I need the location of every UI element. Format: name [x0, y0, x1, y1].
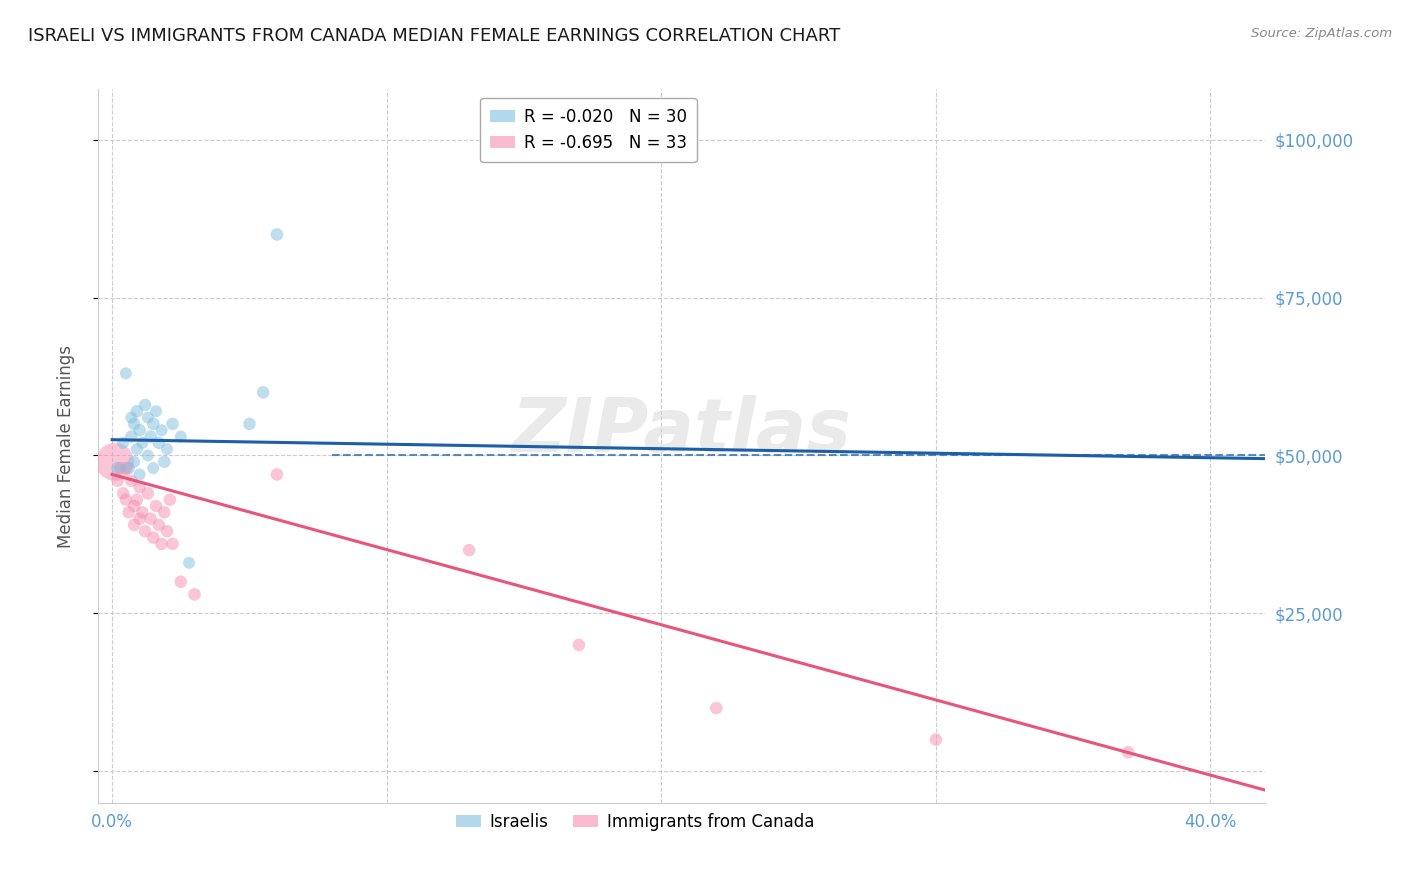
Point — [122, 455, 145, 469]
Point — [162, 417, 184, 431]
Point — [142, 531, 165, 545]
Text: ZIPatlas: ZIPatlas — [512, 395, 852, 468]
Point — [131, 435, 153, 450]
Point — [148, 435, 170, 450]
Point — [139, 511, 162, 525]
Point — [252, 385, 274, 400]
Point — [568, 638, 591, 652]
Point — [128, 467, 150, 482]
Point — [122, 517, 145, 532]
Point — [110, 461, 132, 475]
Point — [170, 574, 193, 589]
Point — [115, 461, 138, 475]
Point — [238, 417, 260, 431]
Point — [128, 511, 150, 525]
Text: Source: ZipAtlas.com: Source: ZipAtlas.com — [1251, 27, 1392, 40]
Point — [120, 474, 142, 488]
Point — [145, 499, 167, 513]
Point — [128, 423, 150, 437]
Point — [1116, 745, 1139, 759]
Point — [145, 404, 167, 418]
Point — [142, 417, 165, 431]
Point — [139, 429, 162, 443]
Legend: Israelis, Immigrants from Canada: Israelis, Immigrants from Canada — [450, 806, 821, 838]
Point — [115, 367, 138, 381]
Point — [131, 505, 153, 519]
Text: ISRAELI VS IMMIGRANTS FROM CANADA MEDIAN FEMALE EARNINGS CORRELATION CHART: ISRAELI VS IMMIGRANTS FROM CANADA MEDIAN… — [28, 27, 841, 45]
Point — [128, 480, 150, 494]
Point — [925, 732, 948, 747]
Point — [120, 429, 142, 443]
Point — [115, 492, 138, 507]
Point — [458, 543, 481, 558]
Point — [122, 499, 145, 513]
Point — [104, 455, 127, 469]
Point — [142, 461, 165, 475]
Point — [112, 435, 135, 450]
Point — [117, 505, 139, 519]
Point — [266, 227, 288, 242]
Y-axis label: Median Female Earnings: Median Female Earnings — [56, 344, 75, 548]
Point — [156, 442, 179, 457]
Point — [122, 417, 145, 431]
Point — [156, 524, 179, 539]
Point — [170, 429, 193, 443]
Point — [150, 537, 173, 551]
Point — [107, 474, 129, 488]
Point — [153, 505, 176, 519]
Point — [117, 461, 139, 475]
Point — [134, 398, 156, 412]
Point — [162, 537, 184, 551]
Point — [266, 467, 288, 482]
Point — [134, 524, 156, 539]
Point — [107, 461, 129, 475]
Point — [183, 587, 205, 601]
Point — [125, 492, 148, 507]
Point — [125, 404, 148, 418]
Point — [136, 410, 159, 425]
Point — [136, 486, 159, 500]
Point — [112, 486, 135, 500]
Point — [150, 423, 173, 437]
Point — [159, 492, 181, 507]
Point — [125, 442, 148, 457]
Point — [704, 701, 727, 715]
Point — [153, 455, 176, 469]
Point — [148, 517, 170, 532]
Point — [120, 410, 142, 425]
Point — [136, 449, 159, 463]
Point — [177, 556, 200, 570]
